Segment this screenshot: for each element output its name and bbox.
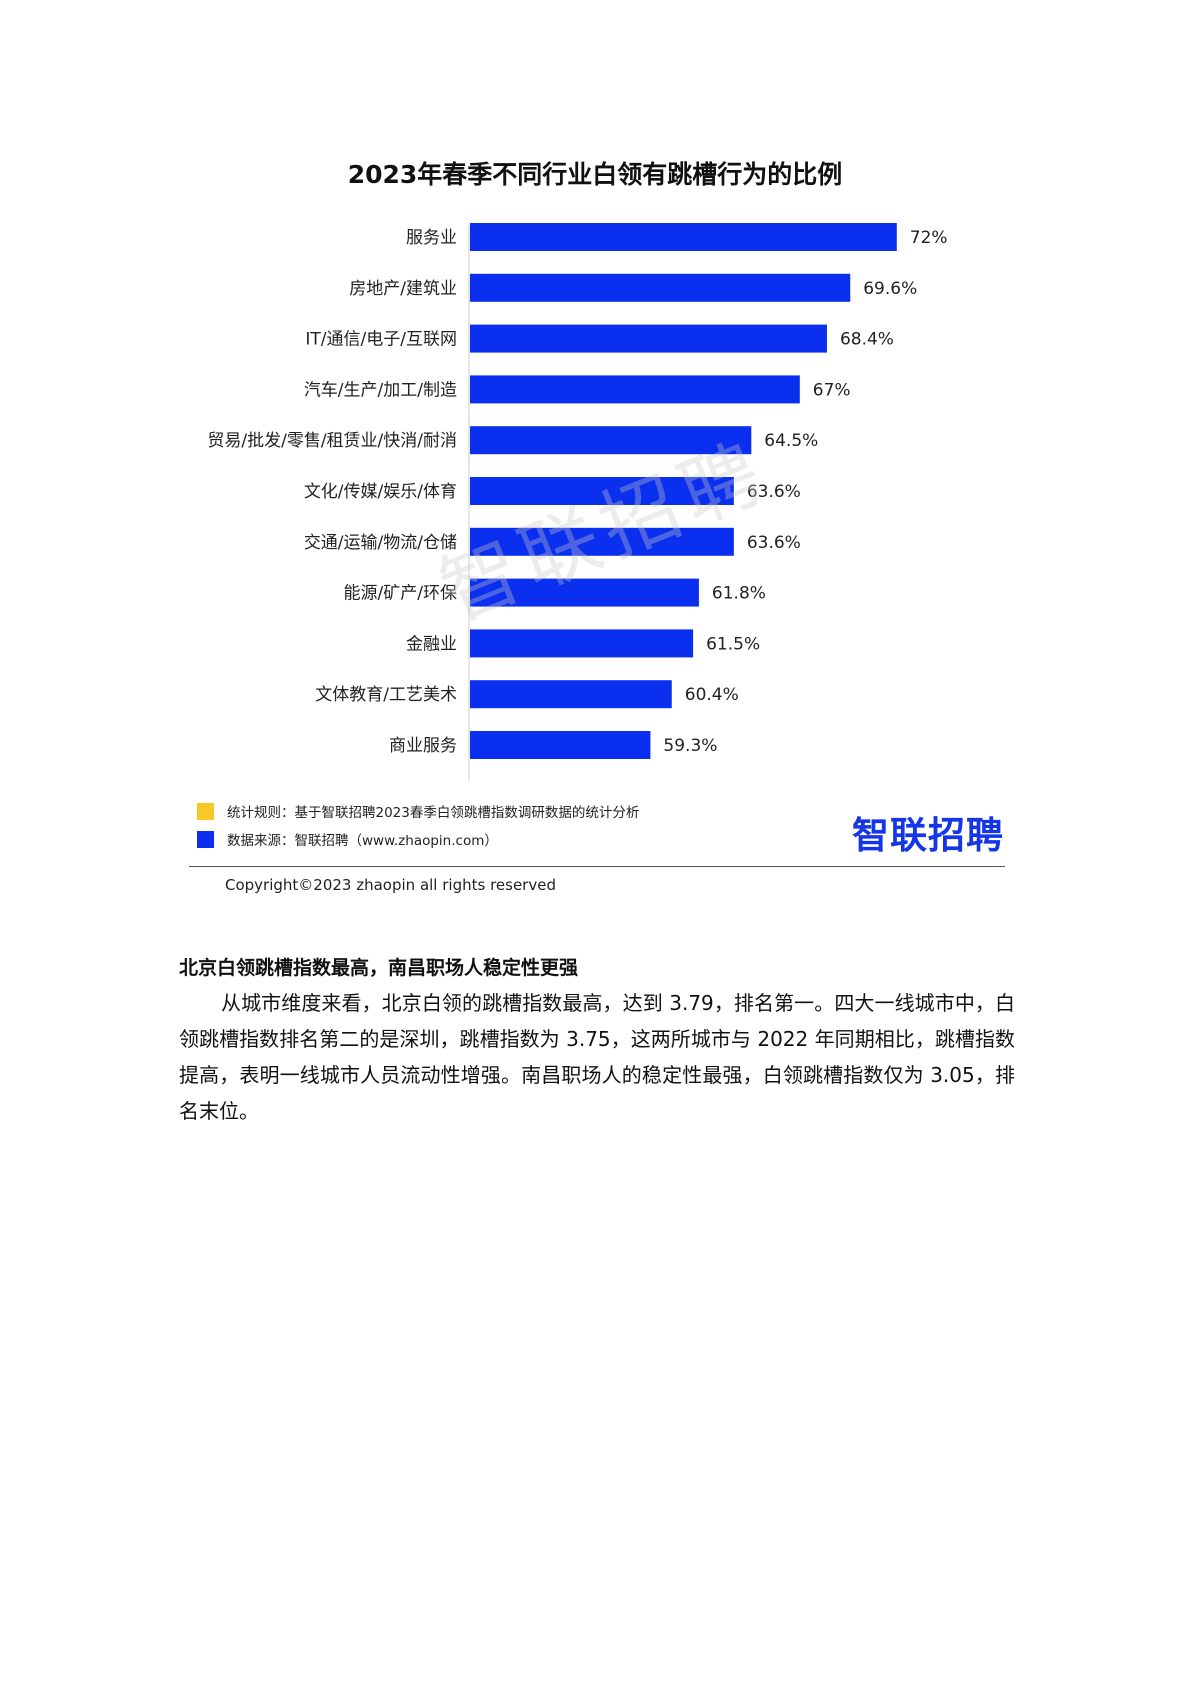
legend-text: 统计规则：基于智联招聘2023春季白领跳槽指数调研数据的统计分析 <box>227 805 640 821</box>
data-label: 63.6% <box>747 533 801 553</box>
data-label: 64.5% <box>764 431 818 451</box>
data-label: 67% <box>813 380 851 400</box>
category-label: 文体教育/工艺美术 <box>315 685 457 705</box>
section-heading: 北京白领跳槽指数最高，南昌职场人稳定性更强 <box>179 957 579 979</box>
data-label: 69.6% <box>863 279 917 299</box>
divider <box>189 866 1005 867</box>
bar <box>470 680 672 709</box>
bar <box>470 426 752 455</box>
category-label: 汽车/生产/加工/制造 <box>304 380 457 400</box>
data-label: 61.5% <box>706 634 760 654</box>
chart-title: 2023年春季不同行业白领有跳槽行为的比例 <box>347 160 843 189</box>
bar <box>470 578 699 607</box>
legend-swatch-blue <box>197 830 214 848</box>
category-label: IT/通信/电子/互联网 <box>305 330 457 350</box>
bar <box>470 273 851 302</box>
bar-chart: 服务业 72% 房地产/建筑业 69.6% IT/通信/电子/互联网 68.4% 汽车/生产… <box>207 223 948 781</box>
category-label: 金融业 <box>406 634 457 654</box>
legend-item-source: 数据来源：智联招聘（www.zhaopin.com） <box>197 829 498 849</box>
bar <box>470 324 827 353</box>
category-label: 能源/矿产/环保 <box>344 584 457 604</box>
zhaopin-logo: 智联招聘 <box>852 814 1004 857</box>
legend-item-rule: 统计规则：基于智联招聘2023春季白领跳槽指数调研数据的统计分析 <box>197 801 639 821</box>
data-label: 60.4% <box>685 685 739 705</box>
category-label: 商业服务 <box>389 736 457 756</box>
bar <box>470 477 734 505</box>
bar <box>470 629 694 658</box>
category-label: 房地产/建筑业 <box>349 279 457 299</box>
bar <box>470 731 651 759</box>
category-label: 贸易/批发/零售/租赁业/快消/耐消 <box>207 431 457 451</box>
bar <box>470 375 800 404</box>
category-label: 交通/运输/物流/仓储 <box>304 533 457 553</box>
bar <box>470 527 734 556</box>
category-label: 服务业 <box>406 228 457 248</box>
legend-swatch-yellow <box>197 802 214 820</box>
legend-text: 数据来源：智联招聘（www.zhaopin.com） <box>227 833 498 849</box>
data-label: 63.6% <box>747 482 801 502</box>
data-label: 72% <box>910 228 948 248</box>
data-label: 61.8% <box>712 584 766 604</box>
section-paragraph: 从城市维度来看，北京白领的跳槽指数最高，达到 3.79，排名第一。四大一线城市中… <box>179 991 1015 1123</box>
category-label: 文化/传媒/娱乐/体育 <box>304 482 457 502</box>
data-label: 68.4% <box>840 330 894 350</box>
bar <box>470 223 897 251</box>
copyright: Copyright©2023 zhaopin all rights reserv… <box>225 876 556 894</box>
data-label: 59.3% <box>663 736 717 756</box>
